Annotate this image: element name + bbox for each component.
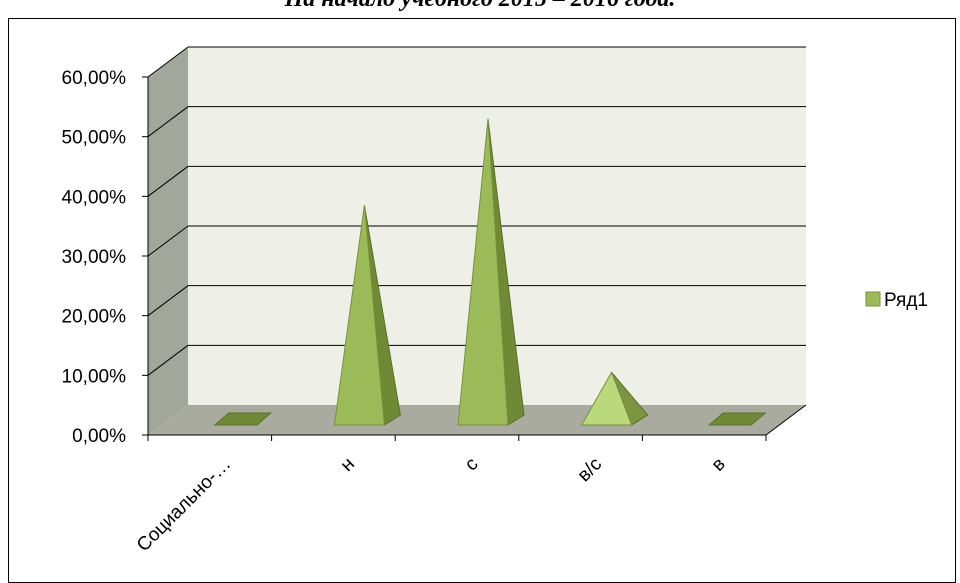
bar-pyramid-1 [333, 205, 401, 426]
page-title: На начало учебного 2015 – 2016 года. [0, 0, 960, 13]
y-tick-label: 50,00% [62, 128, 127, 149]
bar-pyramid-4 [707, 412, 767, 426]
legend-label: Ряд1 [884, 290, 928, 311]
y-tick-label: 20,00% [62, 307, 127, 328]
x-tick-label: н [337, 454, 359, 476]
y-tick-label: 10,00% [62, 366, 127, 387]
plot-area [213, 118, 767, 426]
y-tick-label: 30,00% [62, 247, 127, 268]
x-tick-label: с [461, 454, 483, 476]
y-tick-label: 60,00% [62, 68, 127, 89]
floor-edge [765, 404, 807, 436]
bar-front-3 [580, 371, 633, 426]
bar-front-2 [457, 118, 509, 426]
y-tick-label: 0,00% [72, 426, 126, 447]
bar-pyramid-3 [580, 371, 649, 426]
legend-swatch [865, 291, 881, 307]
x-tick-label: в/с [574, 454, 606, 486]
gridline [147, 225, 189, 257]
bar-pyramid-0 [213, 412, 273, 426]
gridline [147, 165, 189, 197]
bar-front-1 [333, 205, 385, 426]
bar-flat-0 [213, 412, 273, 426]
y-tick-label: 40,00% [62, 187, 127, 208]
bar-flat-4 [707, 412, 767, 426]
x-tick-label: в [708, 454, 730, 476]
y-axis: 0,00% 10,00% 20,00% 30,00% 40,00% 50,00% 60,00… [62, 68, 149, 447]
bar-pyramid-2 [457, 118, 525, 426]
gridline [147, 106, 189, 138]
gridline [147, 344, 189, 376]
gridline [147, 46, 189, 78]
gridline [147, 285, 189, 317]
legend: Ряд1 [865, 290, 928, 311]
x-tick-label: Социально-… [133, 454, 235, 556]
